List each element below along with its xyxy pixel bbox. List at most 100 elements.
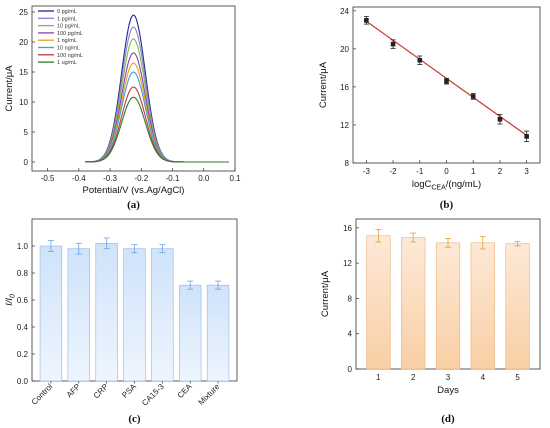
panel-b-data-point — [364, 18, 369, 23]
panel-a-legend-label: 10 ng/mL — [57, 46, 80, 52]
panel-b-x-tick-label: 1 — [471, 167, 476, 176]
panel-a-y-tick-label: 10 — [19, 98, 28, 107]
panel-c-x-tick-label: Mixture — [197, 382, 222, 407]
panel-a-ticks: -0.5 -0.4 -0.3 -0.2 -0.1 0.0 0.1 0 5 10 15 20 25 — [19, 8, 241, 183]
panel-b-y-tick-label: 12 — [340, 121, 349, 130]
panel-d-x-tick-label: 5 — [515, 373, 520, 382]
panel-c-bars — [39, 237, 230, 382]
panel-c-label: (c) — [128, 413, 141, 425]
panel-c-y-tick-label: 0.0 — [17, 377, 29, 386]
panel-d-x-axis-label: Days — [437, 385, 459, 396]
panel-d-bars — [366, 229, 530, 370]
panel-d-y-tick-label: 0 — [348, 365, 353, 374]
panel-b-x-tick-label: -1 — [416, 167, 424, 176]
panel-b-x-axis-label-main: logC — [412, 179, 432, 190]
panel-b-y-tick-label: 8 — [345, 159, 350, 168]
panel-c-bar — [67, 248, 90, 382]
panel-b-x-axis-label: logCCEA/(ng/mL) — [412, 179, 481, 192]
panel-b-data-point — [444, 78, 449, 84]
panel-b-data-point — [390, 41, 396, 47]
panel-d-bar — [366, 235, 391, 370]
panel-d-bar — [505, 243, 530, 370]
panel-a-y-tick-label: 15 — [19, 68, 28, 77]
panel-b-y-tick-label: 20 — [340, 45, 349, 54]
panel-c-x-tick-label: Control — [30, 382, 55, 407]
panel-d-x-tick-label: 4 — [481, 373, 486, 382]
panel-a-series-line — [85, 14, 229, 163]
panel-a-x-axis-label: Potential/V (vs.Ag/AgCl) — [83, 185, 185, 196]
panel-b-x-axis-label-tail: /(ng/mL) — [446, 179, 481, 190]
panel-a-legend-label: 10 pg/mL — [57, 24, 80, 30]
panel-a-y-tick-label: 0 — [24, 158, 29, 167]
panel-c-y-tick-label: 0.8 — [17, 269, 29, 278]
panel-c-y-tick-label: 0.4 — [17, 323, 29, 332]
panel-c-y-tick-label: 1.0 — [17, 242, 29, 251]
panel-a-curves — [85, 14, 229, 163]
panel-a-x-tick-label: 0.1 — [229, 174, 241, 183]
panel-b-plot-frame — [352, 6, 541, 164]
panel-b-x-axis-label-sub: CEA — [431, 185, 446, 192]
panel-a-series-line — [85, 38, 229, 163]
panel-a-y-axis-label: Current/μA — [4, 65, 15, 112]
panel-d-bar — [401, 237, 426, 370]
panel-a-y-tick-label: 20 — [19, 38, 28, 47]
panel-a-legend-label: 1 pg/mL — [57, 16, 77, 22]
panel-d-bar — [435, 242, 461, 370]
panel-c-x-tick-label: PSA — [120, 382, 138, 400]
panel-a-series-line — [85, 52, 229, 163]
panel-a-series-line — [85, 96, 229, 163]
panel-c-bar — [95, 243, 118, 382]
panel-d-label: (d) — [441, 413, 455, 425]
panel-a-series-line — [85, 71, 229, 163]
panel-d-bar — [470, 242, 495, 370]
panel-a-x-tick-label: -0.3 — [103, 174, 117, 183]
panel-c-y-axis-label: I/I0 — [4, 294, 17, 306]
panel-d-y-tick-label: 8 — [348, 294, 353, 303]
panel-c-bar — [123, 248, 146, 382]
panel-a-legend-label: 0 pg/mL — [57, 9, 77, 15]
panel-c-y-tick-label: 0.6 — [17, 296, 29, 305]
panel-c-bar — [39, 245, 63, 382]
panel-d-x-tick-label: 1 — [376, 373, 381, 382]
panel-c-x-tick-label: CEA — [176, 382, 194, 400]
panel-b-marks — [363, 16, 530, 142]
panel-b-x-tick-label: -3 — [363, 167, 371, 176]
panel-c-bar — [179, 284, 202, 382]
panel-c-y-tick-label: 0.2 — [17, 350, 29, 359]
panel-c-bar — [206, 284, 230, 382]
panel-b-x-tick-label: 0 — [444, 167, 449, 176]
panel-d-y-tick-label: 16 — [343, 224, 352, 233]
panel-d-y-tick-label: 12 — [343, 259, 352, 268]
panel-a-series-line — [85, 62, 229, 163]
panel-a-x-tick-label: -0.1 — [166, 174, 180, 183]
panel-a-y-tick-label: 25 — [19, 8, 28, 17]
panel-c-x-tick-label: AFP — [65, 382, 82, 399]
panel-b-y-tick-label: 16 — [340, 83, 349, 92]
panel-b-data-point — [497, 116, 503, 122]
panel-b-data-point — [417, 57, 423, 63]
panel-a-legend-label: 1 ng/mL — [57, 38, 77, 44]
panel-c-x-tick-label: CRP — [92, 382, 110, 400]
panel-b-x-tick-label: 3 — [524, 167, 529, 176]
panel-b-data-point — [470, 94, 476, 99]
panel-a-legend-label: 1 ug/mL — [57, 60, 77, 66]
panel-c-selectivity: 0.0 0.2 0.4 0.6 0.8 1.0 Control AFP CRP PSA CA15-3… — [4, 218, 238, 425]
panel-a-x-tick-label: -0.2 — [134, 174, 148, 183]
panel-b-y-axis-label: Current/μA — [318, 61, 329, 108]
panel-b-label: (b) — [440, 199, 454, 211]
panel-b-y-tick-label: 24 — [340, 7, 349, 16]
panel-d-x-tick-label: 3 — [446, 373, 451, 382]
panel-a-x-tick-label: -0.5 — [41, 174, 55, 183]
panel-a-y-tick-label: 5 — [24, 128, 29, 137]
panel-c-y-axis-label-sub: 0 — [10, 294, 17, 298]
panel-b-x-tick-label: -2 — [390, 167, 398, 176]
panel-a-x-tick-label: -0.4 — [72, 174, 86, 183]
panel-a-label: (a) — [127, 199, 140, 211]
panel-c-bar — [151, 248, 174, 382]
panel-c-y-axis-label-main: I/I — [4, 298, 15, 306]
